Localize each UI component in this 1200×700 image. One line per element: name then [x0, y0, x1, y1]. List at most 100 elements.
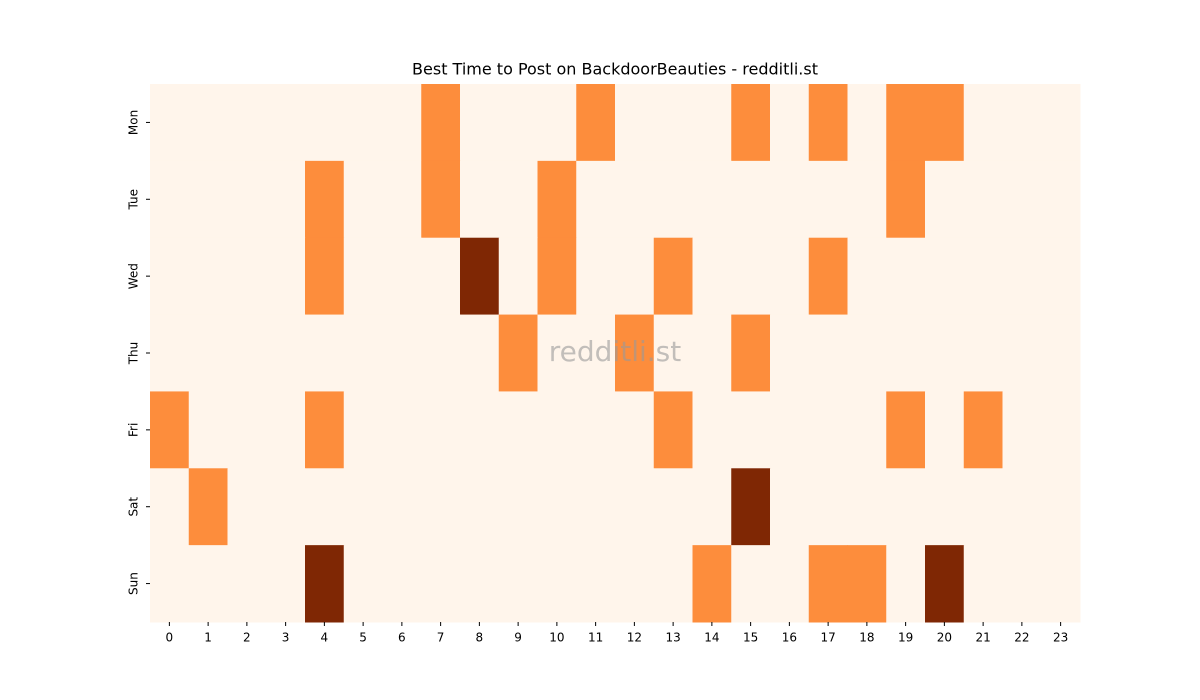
cell: [925, 545, 965, 623]
x-tick-label: 16: [782, 631, 797, 645]
cell: [188, 545, 228, 623]
cell: [731, 391, 771, 469]
x-tick-label: 22: [1014, 631, 1029, 645]
cell: [421, 314, 461, 392]
cell: [150, 314, 190, 392]
cell: [770, 314, 810, 392]
cell: [1002, 160, 1042, 239]
x-tick-label: 19: [898, 631, 913, 645]
y-tick-label: Mon: [127, 110, 141, 135]
cell: [692, 237, 732, 316]
cell: [305, 160, 345, 239]
cell: [925, 84, 965, 162]
cell: [808, 314, 848, 392]
cell: [886, 314, 926, 392]
cell: [460, 84, 500, 162]
cell: [227, 160, 267, 239]
cell: [150, 237, 190, 316]
cell: [1041, 237, 1081, 316]
y-tick-label: Wed: [127, 263, 141, 289]
cell: [343, 160, 383, 239]
cell: [150, 468, 190, 546]
cell: [576, 84, 616, 162]
cell: [692, 468, 732, 546]
cell: [266, 160, 306, 239]
cell: [188, 468, 228, 546]
cell: [653, 545, 693, 623]
cell: [1041, 391, 1081, 469]
cell: [925, 160, 965, 239]
cell: [305, 314, 345, 392]
cell: [886, 468, 926, 546]
cell: [460, 468, 500, 546]
cell: [731, 468, 771, 546]
cell: [421, 84, 461, 162]
cell: [305, 468, 345, 546]
cell: [498, 314, 538, 392]
cell: [770, 84, 810, 162]
cell: [421, 391, 461, 469]
cell: [731, 160, 771, 239]
axes: 0 1 2 3 4 5 6 7 8 9 10 11 12 13 14 15 16 17 18 19 20 21 22 23Mo…: [127, 110, 1069, 645]
cell: [963, 391, 1003, 469]
cell: [382, 84, 422, 162]
cell: [1041, 160, 1081, 239]
cell: [460, 237, 500, 316]
cell: [808, 237, 848, 316]
x-tick-label: 5: [359, 631, 367, 645]
cell: [731, 84, 771, 162]
x-tick-label: 8: [476, 631, 484, 645]
cell: [382, 468, 422, 546]
cell: [886, 237, 926, 316]
cell: [1002, 84, 1042, 162]
cell: [266, 237, 306, 316]
cell: [1002, 468, 1042, 546]
cell: [692, 314, 732, 392]
x-tick-label: 10: [549, 631, 564, 645]
watermark: redditli.st: [549, 335, 681, 368]
cell: [421, 160, 461, 239]
cell: [305, 237, 345, 316]
cell: [227, 468, 267, 546]
cell: [537, 545, 577, 623]
cell: [305, 84, 345, 162]
x-tick-label: 21: [975, 631, 990, 645]
cell: [808, 545, 848, 623]
cell: [731, 237, 771, 316]
cell: [227, 237, 267, 316]
cell: [266, 545, 306, 623]
cell: [498, 237, 538, 316]
cell: [963, 314, 1003, 392]
cell: [770, 545, 810, 623]
cell: [421, 545, 461, 623]
x-tick-label: 13: [665, 631, 680, 645]
cell: [963, 468, 1003, 546]
cell: [1002, 314, 1042, 392]
cell: [343, 314, 383, 392]
cell: [653, 391, 693, 469]
cell: [460, 391, 500, 469]
cell: [808, 391, 848, 469]
cell: [305, 391, 345, 469]
cell: [537, 314, 577, 392]
x-tick-label: 2: [243, 631, 251, 645]
cell: [498, 545, 538, 623]
cell: [1002, 237, 1042, 316]
cell: [576, 391, 616, 469]
cell: [886, 160, 926, 239]
cell: [150, 84, 190, 162]
cell: [266, 84, 306, 162]
cell: [963, 160, 1003, 239]
cell: [382, 545, 422, 623]
y-tick-label: Tue: [127, 189, 141, 211]
cell: [1041, 84, 1081, 162]
cell: [770, 160, 810, 239]
cell: [925, 468, 965, 546]
cell: [576, 545, 616, 623]
x-tick-label: 9: [514, 631, 522, 645]
cell: [343, 545, 383, 623]
cell: [963, 545, 1003, 623]
cell: [227, 391, 267, 469]
